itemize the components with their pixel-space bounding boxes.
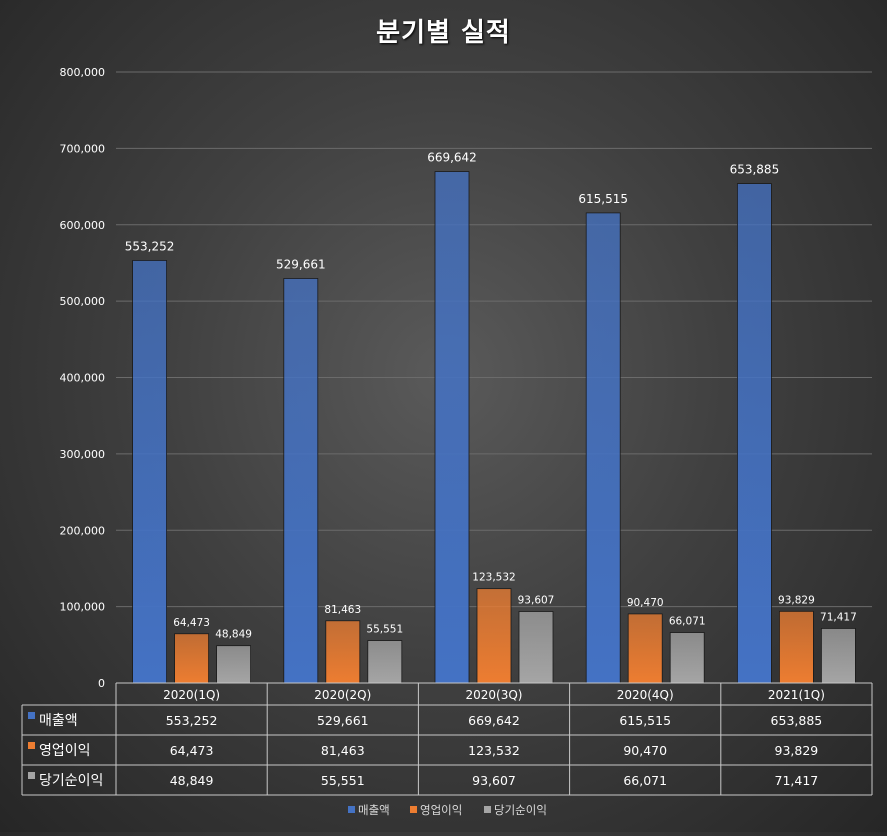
y-tick-label: 500,000	[60, 295, 106, 308]
table-header-cell: 2020(2Q)	[314, 688, 371, 702]
data-label: 81,463	[324, 604, 361, 616]
legend-key	[28, 742, 35, 749]
legend-key	[28, 772, 35, 779]
table-cell: 66,071	[623, 773, 667, 788]
table-cell: 615,515	[619, 713, 671, 728]
legend-key	[28, 712, 35, 719]
y-tick-label: 400,000	[60, 372, 106, 385]
bar	[518, 611, 554, 684]
legend-swatch	[348, 806, 355, 813]
legend-swatch	[484, 806, 491, 813]
y-tick-label: 600,000	[60, 219, 106, 232]
data-label: 529,661	[276, 257, 326, 271]
y-tick-label: 0	[98, 677, 105, 690]
bar	[779, 610, 814, 684]
legend-label: 당기순이익	[494, 803, 547, 817]
table-cell: 90,470	[623, 743, 667, 758]
table-cell: 553,252	[166, 713, 218, 728]
bar	[283, 278, 319, 684]
table-cell: 71,417	[775, 773, 819, 788]
data-label: 553,252	[125, 239, 175, 253]
bar	[669, 632, 705, 684]
bar	[174, 633, 210, 684]
table-cell: 81,463	[321, 743, 365, 758]
data-label: 653,885	[730, 163, 780, 177]
data-label: 615,515	[578, 192, 628, 206]
table-cell: 653,885	[771, 713, 823, 728]
data-label: 64,473	[173, 617, 210, 629]
bar	[216, 645, 252, 684]
bar	[434, 171, 470, 684]
legend-label: 매출액	[358, 803, 390, 817]
table-cell: 669,642	[468, 713, 520, 728]
data-label: 123,532	[472, 572, 515, 584]
table-header-cell: 2020(1Q)	[163, 688, 220, 702]
y-tick-label: 100,000	[60, 601, 106, 614]
table-header-cell: 2021(1Q)	[768, 688, 825, 702]
table-cell: 123,532	[468, 743, 520, 758]
data-label: 93,829	[778, 594, 815, 606]
data-label: 93,607	[518, 595, 555, 607]
data-label: 90,470	[627, 597, 664, 609]
y-tick-label: 200,000	[60, 524, 106, 537]
table-cell: 529,661	[317, 713, 369, 728]
bar	[585, 212, 621, 684]
bar	[132, 260, 168, 684]
table-cell: 55,551	[321, 773, 365, 788]
table-header-cell: 2020(4Q)	[617, 688, 674, 702]
legend-swatch	[410, 806, 417, 813]
y-tick-label: 800,000	[60, 66, 106, 79]
bar	[627, 613, 663, 684]
y-tick-label: 700,000	[60, 142, 106, 155]
table-row-label: 당기순이익	[39, 773, 103, 789]
table-header-cell: 2020(3Q)	[466, 688, 523, 702]
data-label: 48,849	[215, 629, 252, 641]
chart-title: 분기별 실적	[376, 18, 511, 48]
table-cell: 93,607	[472, 773, 516, 788]
data-label: 66,071	[669, 616, 706, 628]
bar	[367, 640, 403, 684]
data-label: 669,642	[427, 151, 477, 165]
data-label: 55,551	[366, 624, 403, 636]
table-row-label: 영업이익	[39, 743, 91, 759]
bar	[476, 588, 512, 684]
table-cell: 48,849	[170, 773, 214, 788]
table-cell: 64,473	[170, 743, 214, 758]
bar	[737, 183, 772, 684]
table-cell: 93,829	[775, 743, 819, 758]
y-tick-label: 300,000	[60, 448, 106, 461]
bar	[821, 628, 856, 684]
table-row-label: 매출액	[39, 713, 78, 729]
bar	[325, 620, 361, 684]
data-label: 71,417	[820, 611, 857, 623]
legend-label: 영업이익	[420, 803, 462, 817]
